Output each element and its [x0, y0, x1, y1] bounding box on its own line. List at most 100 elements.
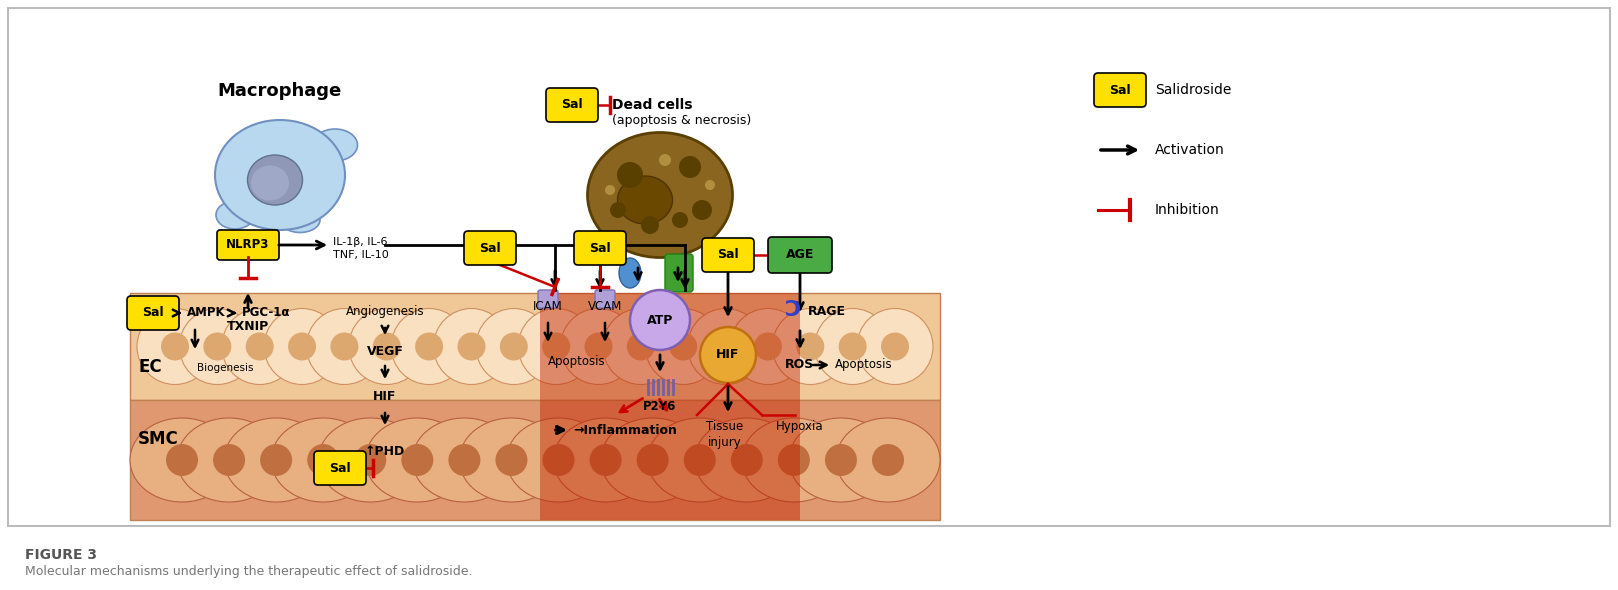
FancyBboxPatch shape — [540, 293, 799, 520]
Circle shape — [778, 444, 811, 476]
Ellipse shape — [413, 418, 516, 502]
Circle shape — [246, 333, 273, 360]
Circle shape — [641, 216, 659, 234]
FancyBboxPatch shape — [1094, 73, 1146, 107]
Text: AMPK: AMPK — [188, 306, 225, 320]
Circle shape — [730, 309, 806, 385]
Circle shape — [204, 333, 231, 360]
FancyBboxPatch shape — [129, 293, 940, 400]
Circle shape — [416, 333, 443, 360]
Circle shape — [636, 444, 668, 476]
Ellipse shape — [460, 418, 563, 502]
Ellipse shape — [272, 418, 375, 502]
Circle shape — [584, 333, 613, 360]
Circle shape — [214, 444, 244, 476]
Circle shape — [858, 309, 934, 385]
Ellipse shape — [215, 120, 345, 230]
Ellipse shape — [319, 418, 422, 502]
Circle shape — [372, 333, 401, 360]
Circle shape — [712, 333, 739, 360]
Circle shape — [260, 444, 293, 476]
Circle shape — [731, 444, 762, 476]
FancyBboxPatch shape — [314, 451, 366, 485]
Circle shape — [560, 309, 636, 385]
Circle shape — [264, 309, 340, 385]
Circle shape — [222, 309, 298, 385]
FancyBboxPatch shape — [539, 290, 558, 308]
Ellipse shape — [618, 176, 673, 224]
Ellipse shape — [312, 129, 358, 161]
Circle shape — [330, 333, 359, 360]
Circle shape — [814, 309, 890, 385]
Circle shape — [354, 444, 387, 476]
Circle shape — [518, 309, 594, 385]
Ellipse shape — [225, 418, 328, 502]
Text: Dead cells: Dead cells — [612, 98, 693, 112]
Circle shape — [605, 185, 615, 195]
Ellipse shape — [176, 418, 282, 502]
Ellipse shape — [620, 258, 641, 288]
Circle shape — [180, 309, 256, 385]
Text: Activation: Activation — [1155, 143, 1225, 157]
FancyBboxPatch shape — [665, 254, 693, 292]
Text: Biogenesis: Biogenesis — [197, 363, 254, 373]
Text: Sal: Sal — [1110, 84, 1131, 97]
FancyBboxPatch shape — [545, 88, 599, 122]
Text: Sal: Sal — [479, 241, 502, 254]
Text: Inhibition: Inhibition — [1155, 203, 1220, 217]
Text: VEGF: VEGF — [367, 345, 403, 358]
Text: Macrophage: Macrophage — [218, 82, 341, 100]
Circle shape — [306, 309, 382, 385]
FancyBboxPatch shape — [126, 296, 180, 330]
Text: injury: injury — [709, 436, 743, 449]
Text: ROS: ROS — [785, 358, 814, 371]
Circle shape — [616, 162, 642, 188]
Circle shape — [646, 309, 722, 385]
Circle shape — [825, 444, 858, 476]
Circle shape — [458, 333, 485, 360]
FancyBboxPatch shape — [702, 238, 754, 272]
Circle shape — [476, 309, 552, 385]
FancyBboxPatch shape — [129, 400, 940, 520]
Circle shape — [288, 333, 316, 360]
Text: PGC-1α: PGC-1α — [243, 306, 291, 320]
Text: Sal: Sal — [717, 248, 739, 261]
Text: FIGURE 3: FIGURE 3 — [24, 548, 97, 562]
Text: Sal: Sal — [589, 241, 612, 254]
Text: TXNIP: TXNIP — [227, 320, 269, 333]
Text: Hypoxia: Hypoxia — [777, 420, 824, 433]
Text: Apoptosis: Apoptosis — [835, 358, 893, 371]
Ellipse shape — [506, 418, 610, 502]
Text: Molecular mechanisms underlying the therapeutic effect of salidroside.: Molecular mechanisms underlying the ther… — [24, 565, 472, 578]
Text: Ↄ: Ↄ — [785, 300, 801, 320]
Text: NLRP3: NLRP3 — [227, 238, 270, 251]
Ellipse shape — [790, 418, 893, 502]
Circle shape — [659, 154, 671, 166]
Ellipse shape — [366, 418, 469, 502]
Text: VCAM: VCAM — [587, 300, 623, 313]
Circle shape — [796, 333, 824, 360]
Text: AGE: AGE — [786, 248, 814, 261]
Ellipse shape — [837, 418, 940, 502]
Circle shape — [693, 200, 712, 220]
Text: HIF: HIF — [374, 390, 396, 403]
FancyBboxPatch shape — [217, 230, 278, 260]
Ellipse shape — [251, 166, 290, 201]
Circle shape — [688, 309, 764, 385]
FancyBboxPatch shape — [595, 290, 615, 308]
Circle shape — [589, 444, 621, 476]
Circle shape — [495, 444, 527, 476]
Circle shape — [349, 309, 426, 385]
Circle shape — [701, 327, 756, 383]
FancyBboxPatch shape — [464, 231, 516, 265]
Text: Apoptosis: Apoptosis — [549, 355, 605, 368]
Circle shape — [500, 333, 527, 360]
Circle shape — [684, 444, 715, 476]
Ellipse shape — [248, 155, 303, 205]
Ellipse shape — [647, 418, 752, 502]
Circle shape — [448, 444, 481, 476]
Ellipse shape — [694, 418, 799, 502]
Text: ATP: ATP — [647, 313, 673, 326]
FancyBboxPatch shape — [8, 8, 1610, 526]
FancyBboxPatch shape — [769, 237, 832, 273]
